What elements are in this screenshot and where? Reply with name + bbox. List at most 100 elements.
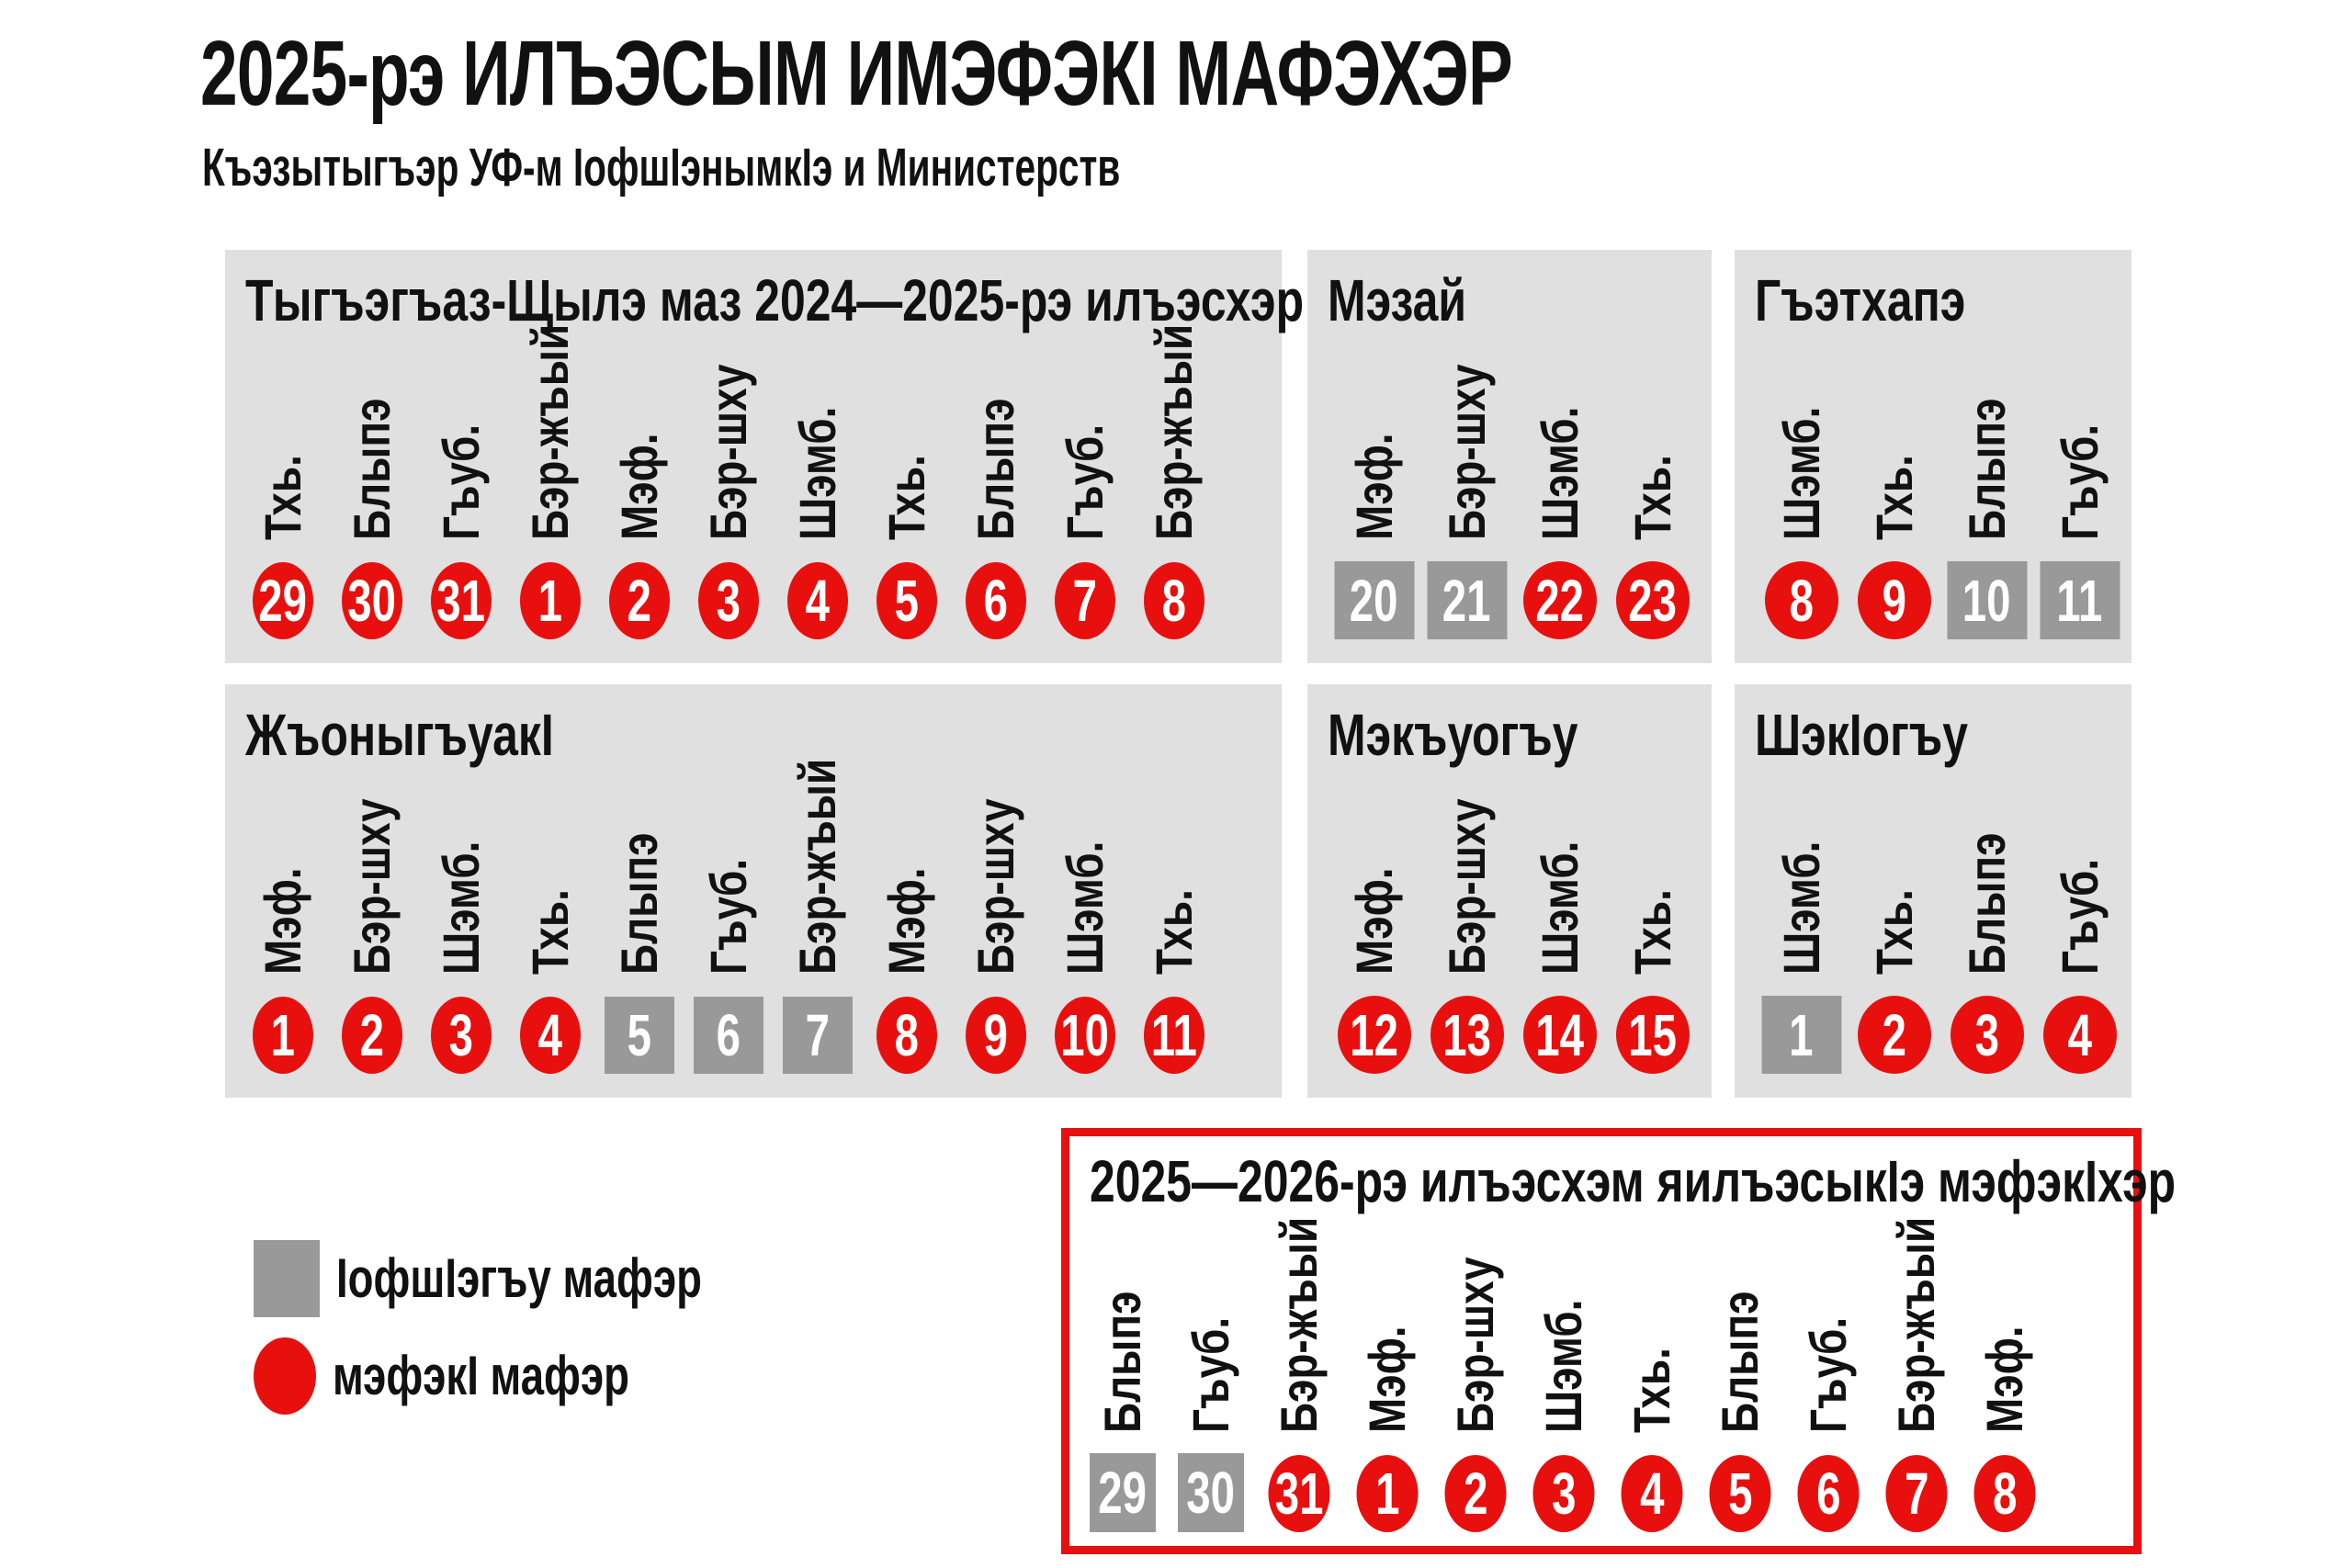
day-column: Тхь. 29 <box>238 332 327 639</box>
holiday-date-badge: 3 <box>1950 996 2024 1074</box>
day-column: Блыпэ 3 <box>1940 766 2033 1074</box>
workday-date-badge: 7 <box>782 997 853 1074</box>
month-panel-title: Гъэтхапэ <box>1755 267 1966 333</box>
date-number: 4 <box>2067 1001 2092 1068</box>
day-of-week-label: Шэмб. <box>1771 406 1830 540</box>
date-number: 5 <box>627 1002 651 1068</box>
day-column: Бэр-жъый 7 <box>1872 1217 1961 1532</box>
day-column: Гъуб. 7 <box>1040 332 1129 639</box>
day-of-week-label: Блыпэ <box>1093 1291 1151 1433</box>
month-panel-newyear: 2025—2026-рэ илъэсхэм яилъэсыкIэ мэфэкIх… <box>1061 1128 2176 1554</box>
day-of-week-label: Бэр-шху <box>342 798 401 975</box>
date-number: 9 <box>1882 567 1906 634</box>
workday-square-icon <box>254 1240 320 1317</box>
date-number: 2 <box>359 1002 384 1068</box>
day-of-week-label: Мэф. <box>1344 867 1403 975</box>
day-column: Бэр-шху 9 <box>951 766 1040 1074</box>
holiday-date-badge: 3 <box>697 562 759 639</box>
month-panel-mar: Гъэтхапэ Шэмб. 8 Тхь. 9 Блыпэ 10 Гъуб. 1… <box>1735 250 2132 663</box>
holiday-date-badge: 4 <box>2042 996 2117 1074</box>
page-title: 2025-рэ ИЛЪЭСЫМ ИМЭФЭКI МАФЭХЭР <box>200 22 1513 125</box>
holiday-date-badge: 8 <box>1973 1455 2036 1532</box>
day-columns: Мэф. 20 Бэр-шху 21 Шэмб. 22 Тхь. 23 <box>1328 332 1699 639</box>
workday-label: IофшIэгъу мафэр <box>336 1247 702 1309</box>
holiday-date-badge: 5 <box>1709 1455 1771 1532</box>
day-of-week-label: Тхь. <box>520 889 579 975</box>
holiday-date-badge: 11 <box>1143 997 1204 1074</box>
date-number: 12 <box>1350 1001 1398 1068</box>
day-of-week-label: Мэф. <box>1344 433 1403 540</box>
holiday-date-badge: 1 <box>519 562 581 639</box>
holiday-date-badge: 9 <box>1857 561 1931 639</box>
day-column: Бэр-шху 3 <box>684 332 773 639</box>
date-number: 31 <box>1274 1461 1324 1527</box>
day-of-week-label: Бэр-жъый <box>520 323 579 540</box>
day-of-week-label: Бэр-шху <box>1446 1257 1504 1433</box>
day-columns: Тхь. 29 Блыпэ 30 Гъуб. 31 Бэр-жъый 1 Мэф… <box>238 324 1218 639</box>
date-number: 30 <box>347 568 396 634</box>
day-column: Тхь. 9 <box>1848 332 1940 639</box>
day-column: Шэмб. 1 <box>1755 766 1848 1074</box>
day-column: Бэр-жъый 7 <box>773 759 862 1074</box>
workday-date-badge: 11 <box>2040 561 2120 639</box>
date-number: 6 <box>716 1002 741 1068</box>
date-number: 8 <box>1992 1461 2018 1527</box>
month-panel-title: Тыгъэгъаз-Щылэ маз 2024—2025-рэ илъэсхэр <box>245 267 1305 333</box>
day-of-week-label: Гъуб. <box>1055 423 1114 540</box>
month-panel-title: Мэкъуогъу <box>1328 702 1578 768</box>
month-panel-feb: Мэзай Мэф. 20 Бэр-шху 21 Шэмб. 22 Тхь. 2… <box>1307 250 1712 663</box>
day-of-week-label: Мэф. <box>609 433 668 540</box>
workday-date-badge: 20 <box>1334 561 1414 639</box>
day-column: Мэф. 1 <box>238 766 327 1074</box>
date-number: 4 <box>1639 1461 1665 1527</box>
day-of-week-label: Мэф. <box>253 867 311 975</box>
holiday-date-badge: 8 <box>1143 562 1204 639</box>
day-column: Гъуб. 11 <box>2033 332 2126 639</box>
workday-date-badge: 6 <box>693 997 763 1074</box>
holiday-date-badge: 8 <box>1764 561 1838 639</box>
day-column: Гъуб. 4 <box>2033 766 2126 1074</box>
day-column: Гъуб. 31 <box>416 332 505 639</box>
day-of-week-label: Шэмб. <box>431 840 490 975</box>
holiday-date-badge: 9 <box>965 997 1026 1074</box>
day-column: Тхь. 15 <box>1606 766 1699 1074</box>
date-number: 30 <box>1186 1460 1236 1526</box>
holiday-date-badge: 6 <box>1797 1455 1860 1532</box>
day-of-week-label: Бэр-шху <box>1437 798 1496 975</box>
day-column: Бэр-шху 2 <box>1431 1224 1520 1532</box>
day-column: Бэр-жъый 8 <box>1129 324 1218 639</box>
day-column: Шэмб. 14 <box>1513 766 1606 1074</box>
date-number: 31 <box>436 568 485 634</box>
day-column: Тхь. 2 <box>1848 766 1940 1074</box>
day-of-week-label: Тхь. <box>1144 889 1203 975</box>
day-of-week-label: Мэф. <box>1358 1325 1416 1433</box>
holiday-date-badge: 22 <box>1522 561 1597 639</box>
date-number: 3 <box>1974 1001 1999 1068</box>
date-number: 8 <box>1789 567 1814 634</box>
legend: IофшIэгъу мафэр мэфэкI мафэр <box>254 1240 818 1415</box>
day-column: Мэф. 2 <box>594 332 684 639</box>
day-of-week-label: Тхь. <box>1623 889 1681 975</box>
day-column: Тхь. 4 <box>1608 1224 1696 1532</box>
day-columns: Шэмб. 1 Тхь. 2 Блыпэ 3 Гъуб. 4 <box>1755 766 2126 1074</box>
day-of-week-label: Бэр-жъый <box>787 758 846 975</box>
date-number: 7 <box>1072 568 1097 634</box>
month-panel-title: ШэкIогъу <box>1755 702 1969 768</box>
holiday-date-badge: 10 <box>1054 997 1115 1074</box>
legend-workday-row: IофшIэгъу мафэр <box>254 1240 818 1317</box>
day-column: Тхь. 11 <box>1129 766 1218 1074</box>
holiday-date-badge: 4 <box>786 562 848 639</box>
date-number: 7 <box>1904 1461 1929 1527</box>
page-subtitle: Къэзытыгъэр УФ-м IофшIэнымкIэ и Министер… <box>202 138 1121 197</box>
day-column: Блыпэ 5 <box>594 766 684 1074</box>
date-number: 6 <box>1815 1461 1841 1527</box>
holiday-label: мэфэкI мафэр <box>333 1345 629 1406</box>
date-number: 29 <box>1098 1460 1148 1526</box>
day-column: Тхь. 5 <box>862 332 951 639</box>
date-number: 2 <box>1882 1001 1906 1068</box>
day-column: Шэмб. 3 <box>416 766 505 1074</box>
day-column: Гъуб. 6 <box>1784 1224 1872 1532</box>
day-column: Бэр-шху 13 <box>1420 766 1513 1074</box>
date-number: 15 <box>1628 1001 1677 1068</box>
